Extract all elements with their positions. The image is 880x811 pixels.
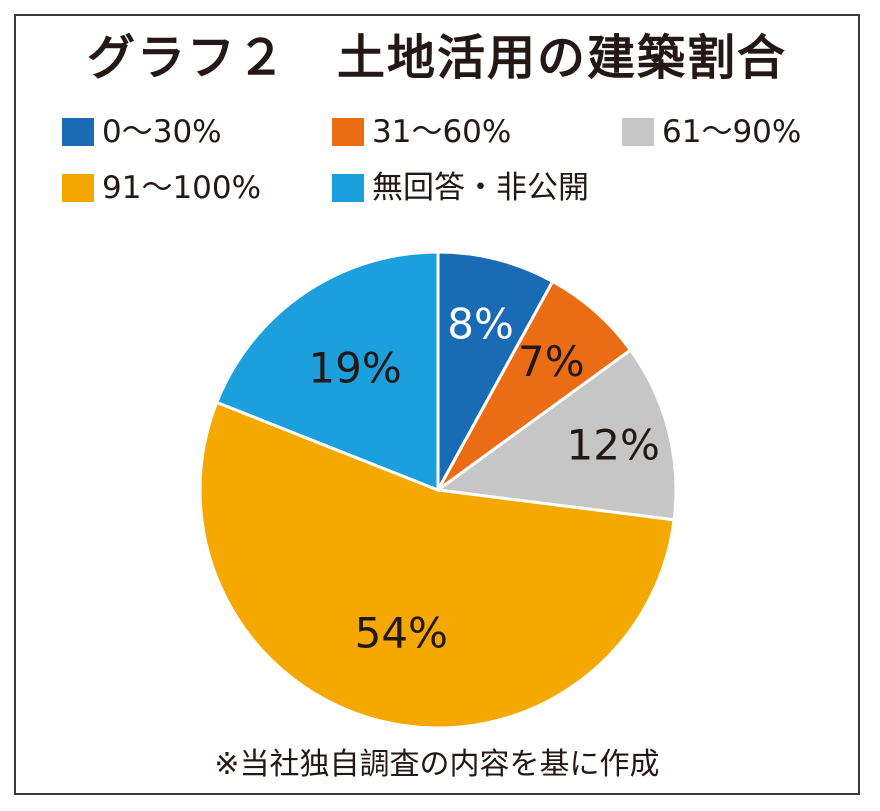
data-label-91-100: 54% (355, 608, 448, 657)
chart-frame: グラフ２ 土地活用の建築割合 0～30% 31～60% 61～90% 91～10… (14, 14, 860, 795)
legend-swatch-31-60 (332, 118, 364, 146)
legend-label-0-30: 0～30% (102, 114, 222, 150)
legend-label-31-60: 31～60% (372, 114, 512, 150)
pie-slice-91-100 (198, 400, 676, 730)
pie-slice-no-answer (214, 250, 440, 493)
legend-item-0-30: 0～30% (62, 112, 222, 152)
legend-swatch-0-30 (62, 118, 94, 146)
chart-title: グラフ２ 土地活用の建築割合 (86, 30, 787, 86)
legend: 0～30% 31～60% 61～90% 91～100% 無回答・非公開 (62, 112, 842, 242)
legend-item-no-answer: 無回答・非公開 (332, 168, 589, 208)
data-label-31-60: 7% (518, 337, 585, 386)
pie-chart: 8%7% 12% 54% 19% (198, 250, 678, 730)
legend-label-61-90: 61～90% (662, 114, 802, 150)
legend-swatch-61-90 (622, 118, 654, 146)
pie-slice-0-30 (436, 250, 555, 491)
legend-label-no-answer: 無回答・非公開 (372, 170, 589, 206)
legend-item-31-60: 31～60% (332, 112, 511, 152)
legend-swatch-91-100 (62, 174, 94, 202)
source-note: ※当社独自調査の内容を基に作成 (214, 747, 660, 782)
data-label-61-90: 12% (567, 421, 660, 470)
legend-label-91-100: 91～100% (102, 170, 262, 206)
legend-swatch-no-answer (332, 174, 364, 202)
legend-item-61-90: 61～90% (622, 112, 801, 152)
data-label-0-30: 8% (447, 300, 514, 349)
pie-slice-61-90 (434, 348, 678, 522)
pie-slice-31-60 (436, 279, 633, 492)
legend-item-91-100: 91～100% (62, 168, 261, 208)
data-label-no-answer: 19% (308, 343, 401, 392)
